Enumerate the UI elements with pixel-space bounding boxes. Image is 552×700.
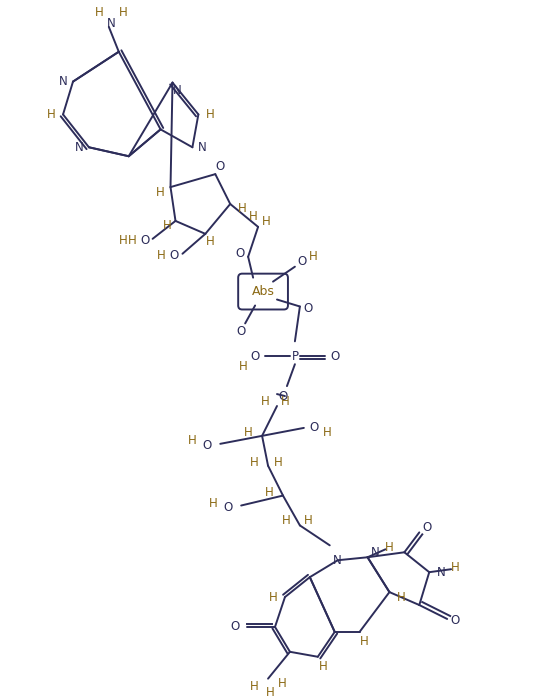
Text: H: H [94,6,103,20]
Text: H: H [280,395,289,407]
Text: H: H [269,591,278,603]
Text: H: H [309,250,317,263]
Text: N: N [107,18,115,30]
Text: H: H [250,456,258,469]
Text: H: H [206,235,215,248]
Text: O: O [170,249,179,262]
Text: O: O [278,390,288,402]
Text: H: H [304,514,312,527]
Text: H: H [274,456,283,469]
Text: H: H [385,541,394,554]
Text: H: H [266,686,274,699]
Text: H: H [322,426,331,440]
Text: O: O [224,501,233,514]
Text: H: H [239,360,247,372]
Text: H: H [209,497,217,510]
Text: N: N [333,554,342,567]
Text: O: O [303,302,312,315]
Text: H: H [261,395,269,407]
Text: Abs: Abs [252,285,274,298]
Text: H: H [118,6,127,20]
Text: H: H [249,211,257,223]
Text: N: N [173,84,182,97]
Text: H: H [206,108,215,121]
Text: H: H [282,514,290,527]
Text: O: O [450,615,460,627]
Text: H: H [128,234,137,247]
Text: H: H [47,108,56,121]
Text: H: H [156,186,165,199]
Text: H: H [397,591,406,603]
Text: H: H [118,234,127,247]
Text: O: O [237,325,246,338]
Text: H: H [278,677,286,690]
Text: O: O [203,440,212,452]
Text: O: O [330,350,339,363]
Text: H: H [238,202,247,216]
Text: O: O [231,620,240,634]
Text: H: H [157,249,166,262]
Text: H: H [250,680,258,693]
Text: O: O [251,350,260,363]
FancyBboxPatch shape [238,274,288,309]
Text: N: N [75,141,83,154]
Text: N: N [371,546,380,559]
Text: O: O [236,247,245,260]
Text: N: N [59,75,67,88]
Text: H: H [360,636,369,648]
Text: H: H [163,219,172,232]
Text: H: H [244,426,252,440]
Text: N: N [437,566,445,579]
Text: H: H [319,660,327,673]
Text: O: O [423,521,432,534]
Text: O: O [216,160,225,173]
Text: N: N [198,141,207,154]
Text: H: H [451,561,459,574]
Text: O: O [297,256,306,268]
Text: H: H [188,434,197,447]
Text: P: P [291,350,299,363]
Text: O: O [309,421,319,435]
Text: H: H [262,216,270,228]
Text: H: H [264,486,273,499]
Text: O: O [140,234,149,247]
